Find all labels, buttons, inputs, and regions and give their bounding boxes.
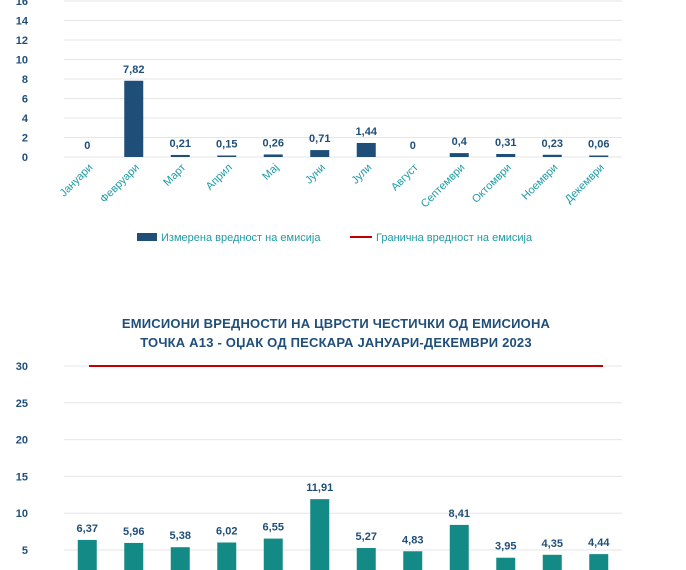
top-month-label: Март [161, 162, 188, 189]
bottom-bar [217, 542, 237, 570]
top-data-label: 0,23 [542, 138, 563, 150]
top-bar [496, 153, 516, 157]
bottom-bar [403, 551, 423, 570]
top-bar [263, 154, 283, 157]
legend-swatch-measured [137, 233, 157, 241]
bottom-ytick-label: 25 [16, 398, 28, 410]
legend-label-limit: Гранична вредност на емисија [376, 232, 533, 244]
top-data-label: 0 [410, 140, 416, 152]
top-data-label: 0,31 [495, 137, 516, 149]
bottom-ytick-label: 20 [16, 435, 28, 447]
top-bar [124, 80, 144, 157]
bottom-bar [496, 557, 516, 570]
top-data-label: 0,15 [216, 139, 237, 151]
bottom-bar [449, 524, 469, 570]
top-data-label: 0,26 [263, 137, 284, 149]
bottom-data-label: 6,55 [263, 522, 284, 534]
bottom-data-label: 11,91 [306, 482, 333, 494]
top-ytick-label: 12 [16, 35, 28, 47]
bottom-chart: ЕМИСИОНИ ВРЕДНОСТИ НА ЦВРСТИ ЧЕСТИЧКИ ОД… [16, 316, 622, 570]
top-data-label: 0,4 [452, 136, 468, 148]
bottom-data-label: 5,38 [170, 530, 191, 542]
bottom-chart-title-line1: ЕМИСИОНИ ВРЕДНОСТИ НА ЦВРСТИ ЧЕСТИЧКИ ОД… [122, 316, 551, 331]
bottom-ytick-label: 5 [22, 545, 28, 557]
bottom-data-label: 5,27 [356, 531, 377, 543]
top-ytick-label: 14 [16, 16, 29, 28]
top-month-label: Август [389, 162, 421, 194]
bottom-data-label: 8,41 [449, 508, 470, 520]
top-ytick-label: 10 [16, 55, 28, 67]
bottom-chart-title-line2: ТОЧКА А13 - ОЏАК ОД ПЕСКАРА ЈАНУАРИ-ДЕКЕ… [140, 335, 532, 350]
top-ytick-label: 16 [16, 0, 28, 8]
top-month-label: Ноември [519, 162, 560, 203]
bottom-data-label: 6,02 [216, 525, 237, 537]
top-bar [589, 155, 609, 157]
top-bar [449, 153, 469, 157]
bottom-bar [77, 539, 97, 570]
top-month-label: Октомври [470, 162, 514, 206]
top-data-label: 0 [84, 140, 90, 152]
top-ytick-label: 0 [22, 152, 28, 164]
top-bar [542, 154, 562, 157]
top-data-label: 7,82 [123, 64, 144, 76]
bottom-data-label: 3,95 [495, 541, 516, 553]
top-ytick-label: 6 [22, 94, 28, 106]
bottom-data-label: 5,96 [123, 526, 144, 538]
top-ytick-label: 4 [22, 113, 29, 125]
bottom-bar [170, 547, 190, 570]
top-month-label: Јули [349, 162, 374, 187]
bottom-bar [124, 542, 144, 570]
bottom-bar [310, 499, 330, 570]
top-ytick-label: 8 [22, 74, 28, 86]
top-data-label: 0,21 [170, 138, 191, 150]
bottom-ytick-label: 15 [16, 471, 28, 483]
top-bar [356, 142, 376, 157]
top-bar [170, 154, 190, 157]
bottom-bar [356, 548, 376, 570]
bottom-data-label: 4,44 [588, 537, 610, 549]
bottom-ytick-label: 30 [16, 361, 28, 373]
top-bar [217, 155, 237, 157]
top-chart: 0 2 4 6 8 10 12 14 16 0 7,82 0,21 0,15 0,26 0,71 1,44 0… [16, 0, 622, 244]
top-month-label: Мај [260, 162, 281, 183]
top-month-label: Јуни [303, 162, 328, 187]
bottom-ytick-label: 10 [16, 508, 28, 520]
top-legend: Измерена вредност на емисија Гранична вр… [137, 232, 533, 244]
top-ytick-label: 2 [22, 133, 28, 145]
top-month-label: Февруари [98, 162, 142, 206]
top-data-label: 1,44 [356, 126, 378, 138]
top-month-label: Септември [419, 162, 468, 211]
top-data-label: 0,06 [588, 139, 609, 151]
top-month-label: Декември [563, 162, 607, 206]
bottom-data-label: 4,35 [542, 538, 563, 550]
bottom-data-label: 6,37 [77, 523, 98, 535]
bottom-data-label: 4,83 [402, 534, 423, 546]
legend-label-measured: Измерена вредност на емисија [161, 232, 321, 244]
bottom-bar [589, 554, 609, 570]
top-data-label: 0,71 [309, 133, 330, 145]
bottom-bar [263, 538, 283, 570]
top-bar [310, 150, 330, 157]
top-month-label: Јануари [58, 162, 96, 200]
bottom-bar [542, 554, 562, 570]
top-month-label: Април [204, 162, 235, 193]
